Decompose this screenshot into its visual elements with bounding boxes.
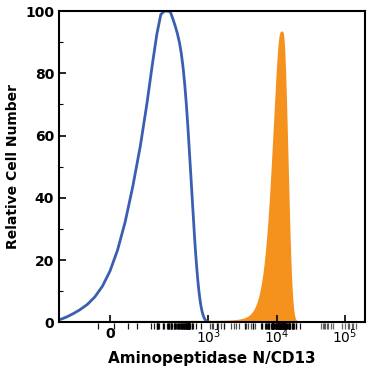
Y-axis label: Relative Cell Number: Relative Cell Number	[6, 84, 20, 249]
X-axis label: Aminopeptidase N/CD13: Aminopeptidase N/CD13	[108, 352, 316, 366]
